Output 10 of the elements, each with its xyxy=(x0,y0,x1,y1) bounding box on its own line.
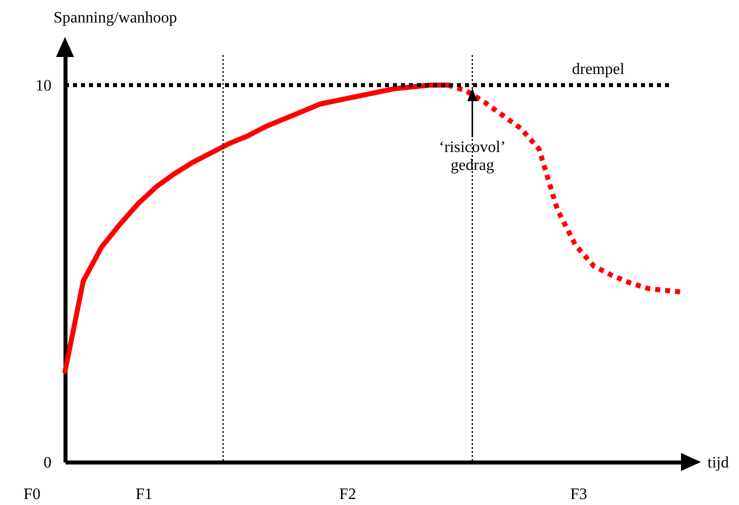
y-tick-label: 10 xyxy=(36,78,52,95)
y-axis-title: Spanning/wanhoop xyxy=(54,10,178,26)
ref-line-label: drempel xyxy=(572,61,625,78)
text: F2 xyxy=(339,486,356,503)
text: F0 xyxy=(24,486,40,503)
y-tick-label: 0 xyxy=(44,454,52,472)
text: F1 xyxy=(136,486,153,503)
x-axis-title: tijd xyxy=(708,454,729,472)
text: F3 xyxy=(570,486,588,503)
annotation: ‘risicovol’ gedrag xyxy=(439,139,506,174)
